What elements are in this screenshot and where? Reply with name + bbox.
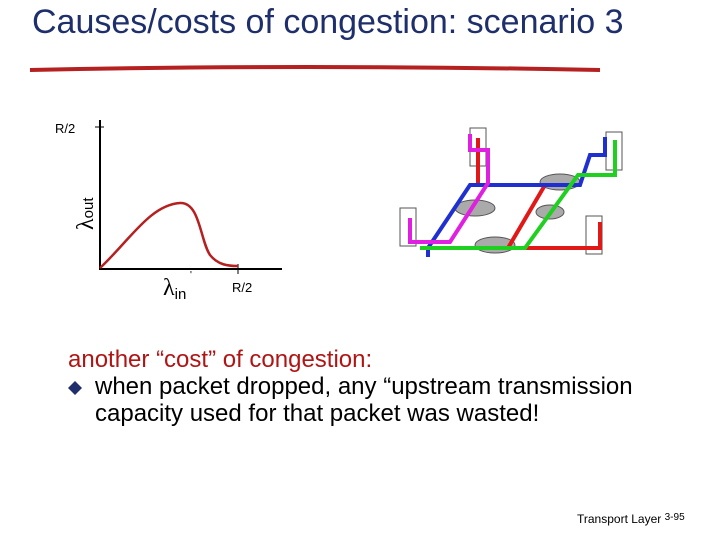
y-tick-label: R/2: [55, 121, 75, 136]
lambda: λ: [163, 275, 175, 301]
body: another “cost” of congestion: when packe…: [68, 346, 638, 427]
page-number: 3-95: [664, 512, 685, 523]
bullet-text: when packet dropped, any “upstream trans…: [95, 373, 633, 427]
title-underline: [29, 65, 601, 72]
flow: [420, 140, 617, 250]
y-axis-label: λout: [73, 197, 99, 230]
footer-label: Transport Layer: [577, 512, 662, 526]
flow: [408, 134, 490, 244]
prime: ': [190, 270, 192, 281]
slide-title: Causes/costs of congestion: scenario 3: [32, 3, 624, 41]
subscript: out: [80, 197, 97, 219]
figure: R/2 λout λin ' R/2: [29, 65, 623, 303]
bullet: when packet dropped, any “upstream trans…: [68, 373, 638, 427]
heading: another “cost” of congestion:: [68, 346, 373, 373]
footer: Transport Layer 3-95: [577, 512, 685, 526]
x-axis-label: λin: [163, 275, 186, 303]
flows: [408, 134, 617, 257]
throughput-curve: [99, 201, 239, 269]
flow: [426, 137, 607, 257]
network-diagram: [399, 127, 623, 255]
flow: [476, 138, 602, 250]
bullet-icon: [68, 381, 82, 395]
subscript: in: [175, 286, 187, 303]
lambda: λ: [73, 218, 99, 230]
x-tick-label: R/2: [232, 280, 252, 295]
